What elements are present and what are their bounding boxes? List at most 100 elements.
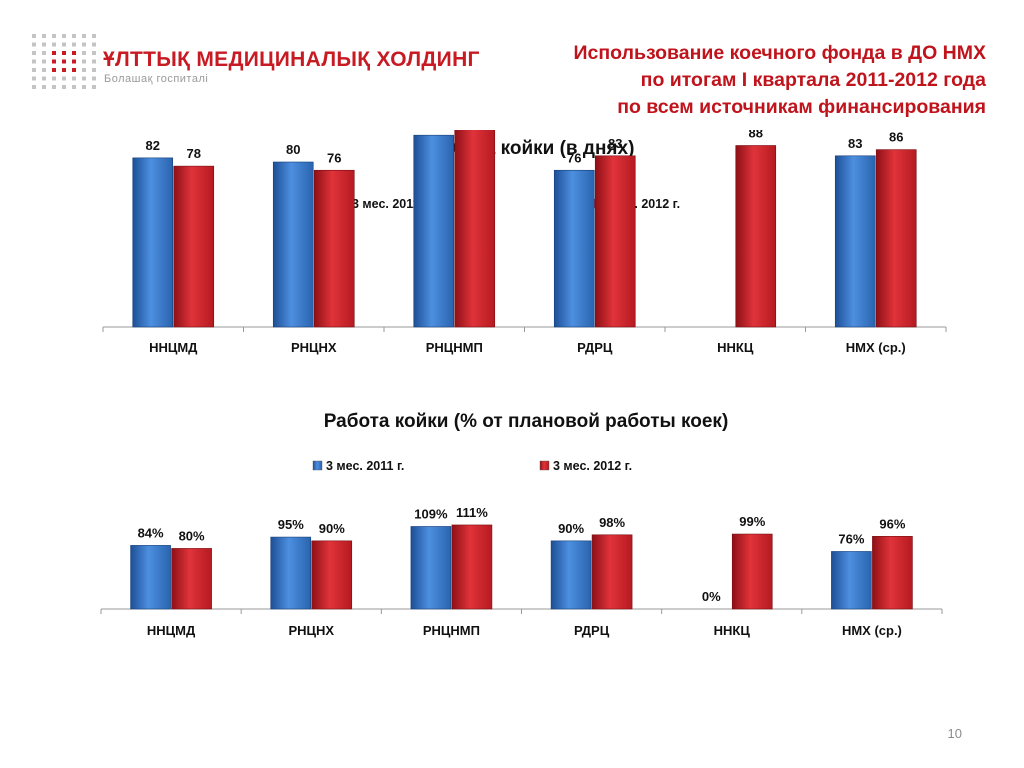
legend-label-2011: 3 мес. 2011 г.: [326, 459, 404, 473]
bar-2012: [311, 540, 353, 610]
logo-dot: [42, 85, 46, 89]
bar-2012: [313, 169, 355, 328]
legend-swatch-2011: [312, 460, 323, 471]
bar-2012: [731, 533, 773, 610]
logo-dot: [72, 59, 76, 64]
logo-dot: [92, 68, 96, 72]
logo-dot: [92, 51, 96, 55]
logo-dot: [92, 85, 96, 89]
data-label-2012: 86: [889, 130, 903, 145]
bar-2011: [270, 536, 312, 610]
logo-dot: [32, 68, 36, 72]
category-label: ННЦМД: [147, 623, 196, 638]
data-label-2012: 88: [749, 130, 763, 141]
logo-dot: [32, 85, 36, 89]
category-label: НМХ (ср.): [842, 623, 902, 638]
legend-swatch-2012: [539, 460, 550, 471]
logo-dot: [82, 34, 86, 38]
title-line-3: по всем источникам финансирования: [617, 96, 986, 118]
logo-dot: [72, 51, 76, 55]
logo-dot: [72, 34, 76, 38]
bar-2012: [872, 536, 913, 610]
logo-dot: [42, 34, 46, 38]
category-label: РНЦНМП: [423, 623, 480, 638]
data-label-2012: 111%: [456, 505, 488, 520]
data-label-2012: 80%: [179, 528, 205, 543]
chart-title: Работа койки (% от плановой работы коек): [324, 411, 729, 432]
category-label: РДРЦ: [574, 623, 610, 638]
category-label: РНЦНХ: [288, 623, 334, 638]
logo-dot: [82, 51, 86, 55]
logo-dot: [32, 34, 36, 38]
bed-percent-chart: Работа койки (% от плановой работы коек)…: [100, 411, 943, 638]
logo-subtext: Болашақ госпиталі: [104, 73, 209, 85]
logo-dot: [72, 85, 76, 89]
logo-dot: [72, 68, 76, 72]
bar-2011: [553, 169, 595, 328]
logo-dot: [42, 42, 46, 47]
data-label-2012: 98%: [599, 515, 625, 530]
logo-dot: [52, 51, 56, 55]
logo-dot: [32, 59, 36, 64]
bar-2011: [550, 540, 592, 610]
logo-dot: [92, 59, 96, 64]
logo-dot: [82, 85, 86, 89]
bar-2012: [171, 548, 212, 610]
bar-2011: [132, 157, 174, 328]
logo-dot: [42, 51, 46, 55]
logo-dot: [42, 76, 46, 81]
data-label-2012: 99%: [739, 514, 765, 529]
category-label: ННЦМД: [149, 340, 198, 355]
data-label-2011: 76%: [838, 531, 864, 546]
logo-dot: [52, 42, 56, 47]
logo-dot: [52, 34, 56, 38]
category-label: НМХ (ср.): [846, 340, 906, 355]
logo-dot: [32, 76, 36, 81]
logo-dot: [42, 68, 46, 72]
logo-dot: [62, 34, 66, 38]
bar-2011: [834, 155, 876, 328]
category-label: РНЦНХ: [291, 340, 337, 355]
logo-dot: [82, 59, 86, 64]
logo-dot: [52, 85, 56, 89]
bar-2011: [410, 526, 452, 610]
legend-label-2011: 3 мес. 2011г.: [352, 197, 427, 211]
logo-dot: [32, 51, 36, 55]
logo-dot: [82, 76, 86, 81]
bar-2012: [735, 145, 777, 328]
data-label-2011: 95%: [278, 517, 304, 532]
bar-2012: [451, 524, 493, 610]
data-label-2012: 78: [187, 146, 201, 161]
logo-dot: [82, 68, 86, 72]
data-label-2011: 84%: [138, 525, 164, 540]
bar-2012: [173, 165, 215, 328]
bar-2012: [591, 534, 633, 610]
category-label: РНЦНМП: [426, 340, 483, 355]
legend-label-2012: 3 мес. 2012 г.: [553, 459, 632, 473]
logo-dot: [52, 59, 56, 64]
logo-dot: [62, 59, 66, 64]
logo-text: ҰЛТТЫҚ МЕДИЦИНАЛЫҚ ХОЛДИНГ: [103, 48, 480, 71]
logo-dot: [62, 76, 66, 81]
data-label-2012: 76: [327, 150, 341, 165]
data-label-2012: 96%: [879, 516, 905, 531]
title-line-2: по итогам I квартала 2011-2012 года: [640, 69, 986, 91]
category-label: ННКЦ: [714, 623, 751, 638]
bar-2012: [875, 149, 917, 328]
data-label-2011: 109%: [414, 506, 448, 521]
page-title: Использование коечного фонда в ДО НМХ по…: [574, 40, 987, 121]
logo-dot: [32, 42, 36, 47]
bar-2011: [130, 545, 171, 610]
data-label-2011: 82: [146, 138, 160, 153]
title-line-1: Использование коечного фонда в ДО НМХ: [573, 42, 987, 64]
category-label: РДРЦ: [577, 340, 613, 355]
data-label-2012: 90%: [319, 521, 345, 536]
logo-dot: [52, 68, 56, 72]
logo-dot: [62, 85, 66, 89]
logo-dot: [72, 42, 76, 47]
bar-2011: [272, 161, 314, 328]
bar-2011: [831, 551, 872, 610]
data-label-2011: 80: [286, 142, 300, 157]
logo-dot: [72, 76, 76, 81]
logo-dot: [42, 59, 46, 64]
